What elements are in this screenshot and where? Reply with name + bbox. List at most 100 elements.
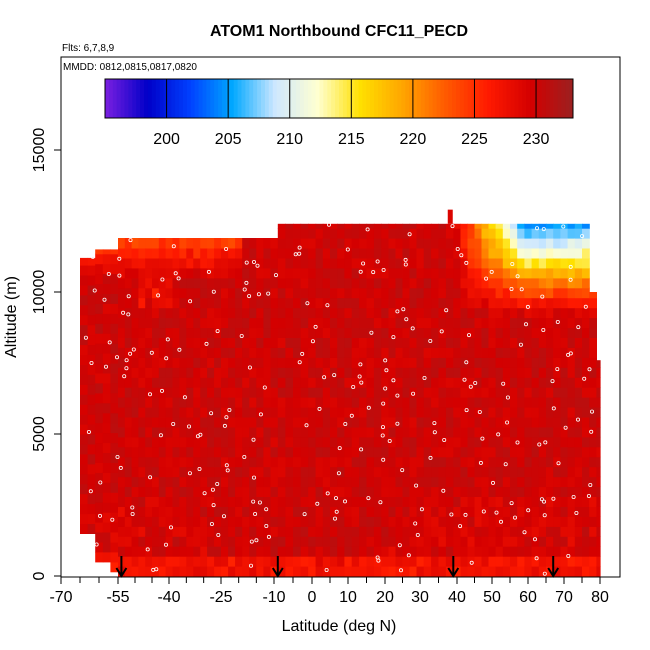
sample-point: [83, 335, 88, 340]
heatmap-cell: [263, 476, 272, 488]
heatmap-cell: [531, 506, 540, 517]
heatmap-cell: [574, 556, 583, 567]
heatmap-cell: [285, 466, 294, 478]
heatmap-cell: [596, 446, 601, 458]
heatmap-cell: [200, 446, 208, 458]
sample-point: [151, 567, 156, 572]
heatmap-cell: [481, 337, 490, 348]
heatmap-cell: [431, 397, 440, 408]
heatmap-cell: [409, 317, 418, 329]
heatmap-cell: [242, 566, 250, 577]
heatmap-cell: [235, 257, 243, 269]
heatmap-cell: [402, 223, 411, 229]
heatmap-cell: [423, 257, 432, 269]
sample-point: [297, 245, 302, 250]
colorbar-segment: [424, 79, 430, 118]
heatmap-cell: [152, 536, 160, 547]
heatmap-cell: [388, 556, 397, 567]
heatmap-cell: [152, 387, 160, 398]
heatmap-cell: [373, 267, 382, 279]
heatmap-cell: [207, 317, 215, 329]
sample-point: [86, 429, 91, 434]
heatmap-cell: [152, 546, 160, 557]
heatmap-cell: [315, 287, 324, 299]
heatmap-cell: [200, 417, 208, 428]
heatmap-cell: [538, 267, 547, 279]
heatmap-cell: [165, 456, 174, 468]
heatmap-cell: [172, 407, 180, 418]
heatmap-cell: [431, 446, 440, 458]
colorbar-segment: [206, 79, 211, 118]
heatmap-cell: [158, 257, 167, 269]
heatmap-cell: [308, 446, 317, 458]
heatmap-cell: [263, 377, 272, 388]
colorbar-tick-label: 220: [400, 131, 427, 148]
heatmap-cell: [256, 536, 264, 547]
heatmap-cell: [366, 223, 375, 229]
heatmap-cell: [330, 367, 338, 378]
heatmap-cell: [249, 566, 257, 577]
heatmap-cell: [249, 516, 257, 527]
heatmap-cell: [263, 287, 272, 299]
heatmap-cell: [242, 248, 250, 259]
heatmap-cell: [315, 466, 324, 478]
heatmap-cell: [344, 223, 353, 229]
heatmap-cell: [330, 357, 338, 368]
heatmap-cell: [308, 526, 317, 537]
heatmap-cell: [235, 496, 243, 507]
heatmap-cell: [502, 446, 511, 458]
heatmap-cell: [582, 397, 590, 408]
heatmap-cell: [179, 317, 187, 329]
heatmap-cell: [351, 238, 360, 249]
heatmap-cell: [80, 394, 89, 405]
heatmap-cell: [445, 277, 454, 289]
heatmap-cell: [235, 327, 243, 338]
heatmap-cell: [560, 496, 569, 507]
heatmap-cell: [409, 566, 418, 577]
heatmap-cell: [277, 307, 286, 319]
heatmap-cell: [409, 367, 418, 378]
heatmap-cell: [445, 407, 454, 418]
heatmap-cell: [589, 456, 597, 468]
heatmap-cell: [308, 496, 317, 507]
heatmap-cell: [531, 436, 540, 448]
heatmap-cell: [87, 304, 96, 316]
heatmap-cell: [366, 407, 375, 418]
heatmap-cell: [242, 506, 250, 517]
heatmap-cell: [172, 337, 180, 348]
heatmap-cell: [315, 446, 324, 458]
heatmap-cell: [322, 297, 331, 309]
heatmap-cell: [546, 307, 554, 319]
heatmap-cell: [95, 363, 104, 374]
heatmap-cell: [531, 566, 540, 577]
heatmap-cell: [510, 556, 518, 567]
heatmap-cell: [524, 317, 533, 329]
sample-point: [518, 342, 523, 347]
heatmap-cell: [553, 357, 561, 368]
heatmap-cell: [546, 257, 554, 269]
heatmap-cell: [495, 357, 504, 368]
heatmap-cell: [395, 337, 404, 348]
heatmap-cell: [495, 476, 504, 488]
heatmap-cell: [172, 446, 180, 458]
heatmap-cell: [207, 506, 215, 517]
heatmap-cell: [538, 367, 547, 378]
heatmap-cell: [179, 297, 187, 309]
heatmap-cell: [409, 496, 418, 507]
heatmap-cell: [152, 367, 160, 378]
heatmap-cell: [453, 397, 462, 408]
heatmap-cell: [517, 476, 525, 488]
heatmap-cell: [186, 546, 194, 557]
heatmap-cell: [567, 387, 576, 398]
sample-point: [262, 385, 267, 390]
heatmap-cell: [474, 228, 483, 239]
heatmap-cell: [80, 503, 89, 515]
heatmap-cell: [582, 257, 590, 269]
heatmap-cell: [285, 387, 294, 398]
heatmap-cell: [200, 367, 208, 378]
heatmap-cell: [207, 248, 215, 259]
heatmap-cell: [277, 506, 286, 517]
heatmap-cell: [138, 546, 146, 557]
heatmap-cell: [373, 337, 382, 348]
heatmap-cell: [359, 407, 368, 418]
